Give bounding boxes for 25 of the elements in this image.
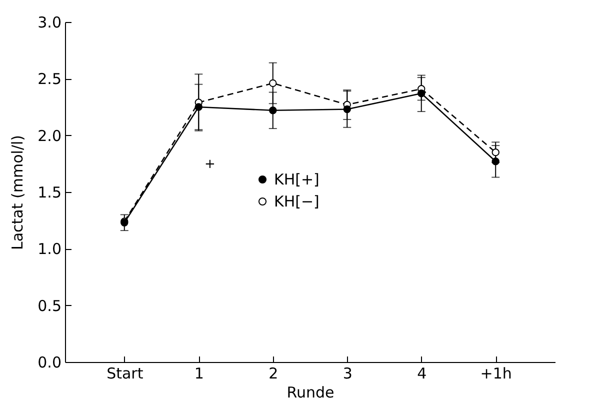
x-tick-label: Start: [106, 364, 144, 382]
y-tick-label: 2.5: [38, 70, 62, 88]
point: [269, 79, 277, 88]
point: [492, 158, 500, 166]
y-tick-label: 3.0: [38, 14, 62, 32]
point: [194, 103, 202, 111]
x-tick-label: 2: [268, 364, 278, 382]
point: [343, 105, 351, 114]
point: [492, 148, 500, 156]
y-tick-label: 0.0: [38, 354, 62, 372]
point: [269, 106, 277, 114]
annotation: +: [204, 157, 216, 172]
x-tick-label: 1: [194, 364, 204, 382]
point: [418, 90, 426, 98]
x-tick-label: 3: [342, 364, 352, 382]
x-axis-title: Runde: [286, 384, 334, 402]
x-tick-label: 4: [417, 364, 427, 382]
x-tick-label: +1h: [480, 364, 512, 382]
y-tick-label: 1.0: [38, 240, 62, 258]
legend-label: KH[+]: [274, 170, 320, 188]
legend-label: KH[−]: [274, 192, 320, 210]
y-tick-label: 0.5: [38, 296, 62, 315]
y-axis-title: Lactat (mmol/l): [8, 134, 27, 250]
y-tick-label: 2.0: [38, 126, 62, 145]
y-tick-label: 1.5: [38, 184, 62, 202]
